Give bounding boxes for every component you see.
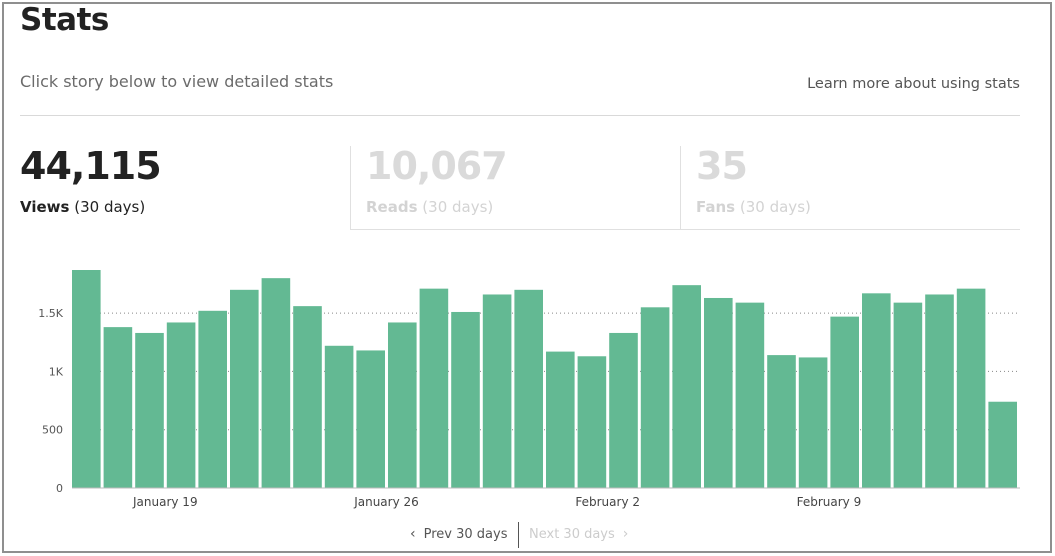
stat-fans-name: Fans [696, 198, 736, 216]
bar[interactable]: Feb 9: 1470 [830, 316, 859, 488]
bar[interactable]: Feb 7: 1140 [767, 355, 796, 488]
views-bar-chart: 0 500 1K 1.5K Jan 16: 1870Jan 17: 1380Jan 18… [38, 270, 1020, 509]
bar[interactable]: Feb 13: 1710 [956, 288, 986, 488]
y-tick-label: 1K [49, 365, 64, 378]
bar[interactable]: Feb 4: 1740 [672, 285, 701, 488]
learn-more-link[interactable]: Learn more about using stats [807, 76, 1020, 92]
stat-views-name: Views [20, 198, 70, 216]
stat-reads-value: 10,067 [366, 144, 508, 188]
bar[interactable]: Feb 10: 1670 [862, 293, 891, 488]
stat-fans-period: (30 days) [739, 198, 811, 216]
y-tick-label: 1.5K [38, 307, 63, 320]
bar[interactable]: Jan 18: 1330 [135, 332, 164, 488]
bar[interactable]: Jan 28: 1510 [451, 311, 480, 488]
bar[interactable]: Feb 12: 1660 [925, 294, 954, 488]
x-tick-label: January 26 [353, 495, 419, 509]
divider [20, 115, 1020, 116]
stat-tab-reads[interactable]: 10,067 Reads (30 days) [350, 146, 680, 230]
prev-30-days-button[interactable]: ‹ Prev 30 days [410, 526, 507, 542]
bar[interactable]: Jan 30: 1700 [514, 289, 543, 488]
page-subtitle: Click story below to view detailed stats [20, 72, 334, 91]
bar[interactable]: Feb 8: 1120 [798, 357, 828, 488]
bar[interactable]: Jan 21: 1700 [230, 289, 259, 488]
pagination: ‹ Prev 30 days Next 30 days › [0, 522, 1055, 548]
bar[interactable]: Feb 2: 1330 [609, 332, 638, 488]
x-tick-label: January 19 [132, 495, 198, 509]
stat-reads-label: Reads (30 days) [366, 198, 680, 216]
next-label: Next 30 days [529, 527, 615, 542]
bar[interactable]: Feb 5: 1630 [704, 297, 733, 488]
x-tick-label: February 2 [575, 495, 640, 509]
pager-divider [518, 522, 519, 548]
stat-views-label: Views (30 days) [20, 198, 350, 216]
stat-views-period: (30 days) [74, 198, 146, 216]
bar[interactable]: Jan 25: 1180 [356, 350, 385, 488]
stat-views-value: 44,115 [20, 144, 162, 188]
bar[interactable]: Jan 27: 1710 [419, 288, 449, 488]
bar[interactable]: Jan 22: 1800 [261, 278, 291, 488]
stat-reads-name: Reads [366, 198, 418, 216]
bar[interactable]: Feb 3: 1550 [640, 307, 670, 488]
bar[interactable]: Feb 1: 1130 [577, 356, 607, 488]
x-tick-label: February 9 [797, 495, 862, 509]
chevron-left-icon: ‹ [410, 526, 416, 542]
bar[interactable]: Jan 29: 1660 [482, 294, 512, 488]
stat-tab-views[interactable]: 44,115 Views (30 days) [20, 146, 350, 230]
bar[interactable]: Jan 31: 1170 [546, 351, 575, 488]
bar[interactable]: Jan 23: 1560 [293, 306, 322, 488]
page-title: Stats [20, 2, 109, 38]
stat-reads-period: (30 days) [422, 198, 494, 216]
prev-label: Prev 30 days [423, 527, 508, 542]
bar[interactable]: Jan 19: 1420 [166, 322, 196, 488]
y-tick-label: 500 [42, 424, 63, 437]
y-tick-label: 0 [56, 482, 63, 495]
bar[interactable]: Feb 6: 1590 [735, 302, 765, 488]
stat-tab-fans[interactable]: 35 Fans (30 days) [680, 146, 1020, 230]
stat-fans-value: 35 [696, 144, 748, 188]
bar[interactable]: Feb 14: 740 [988, 401, 1017, 488]
bar[interactable]: Feb 11: 1590 [893, 302, 923, 488]
stat-fans-label: Fans (30 days) [696, 198, 1020, 216]
bar[interactable]: Jan 17: 1380 [103, 327, 133, 488]
bar[interactable]: Jan 20: 1520 [198, 310, 227, 488]
next-30-days-button[interactable]: Next 30 days › [529, 526, 628, 542]
chevron-right-icon: › [622, 526, 629, 542]
bar[interactable]: Jan 26: 1420 [388, 322, 417, 488]
bar[interactable]: Jan 16: 1870 [72, 270, 101, 488]
bar[interactable]: Jan 24: 1220 [324, 345, 354, 488]
